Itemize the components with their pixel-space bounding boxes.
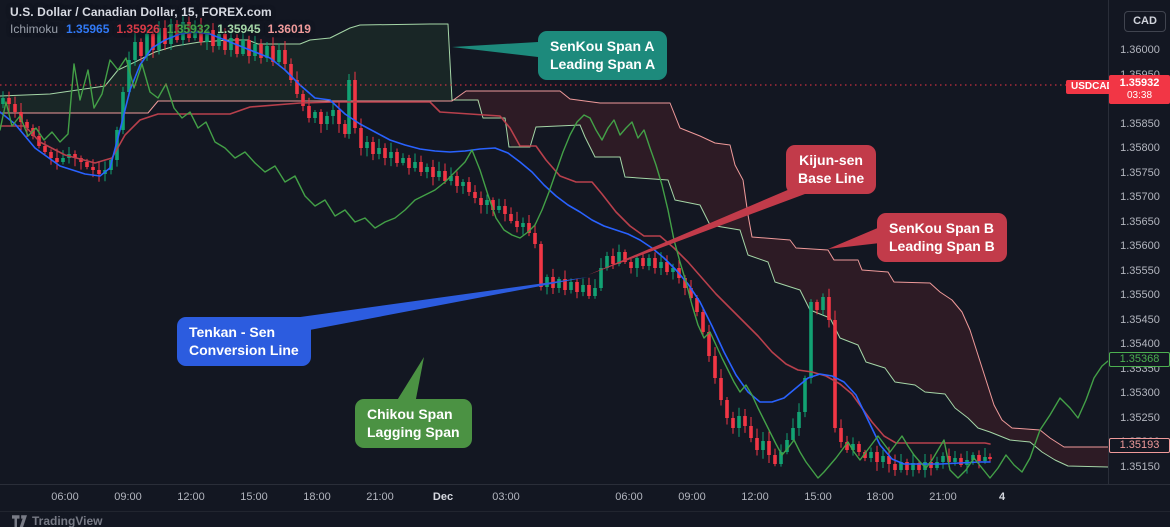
time-tick-label: 15:00	[804, 491, 832, 503]
time-tick-label: 21:00	[366, 491, 394, 503]
price-tick-label: 1.35800	[1120, 142, 1160, 154]
symbol-title[interactable]: U.S. Dollar / Canadian Dollar, 15, FOREX…	[10, 5, 272, 19]
current-price: 1.35932	[1119, 77, 1160, 89]
indicator-value: 1.35945	[217, 22, 261, 36]
indicator-value: 1.35926	[116, 22, 160, 36]
callout-tenkan-sen[interactable]: Tenkan - Sen Conversion Line	[177, 317, 311, 366]
tenkan-line	[0, 31, 991, 465]
time-tick-label: 09:00	[114, 491, 142, 503]
callout-senkou-span-b[interactable]: SenKou Span B Leading Span B	[877, 213, 1007, 262]
callout-line: SenKou Span B	[889, 220, 995, 236]
price-tick-label: 1.35550	[1120, 264, 1160, 277]
time-tick-label: 06:00	[51, 491, 79, 503]
price-tick-label: 1.35150	[1120, 460, 1160, 473]
symbol-price-tag: USDCAD	[1066, 80, 1119, 94]
time-tick-label: 12:00	[741, 491, 769, 503]
current-price-badge: 1.35932 03:38	[1109, 75, 1170, 104]
price-tick-label: 1.35400	[1120, 338, 1160, 350]
callout-line: Base Line	[798, 170, 865, 187]
time-tick-label: Dec	[432, 491, 454, 503]
tradingview-logo-text: TradingView	[32, 514, 103, 527]
time-tick-label: 15:00	[240, 491, 268, 503]
price-tick-label: 1.35700	[1120, 191, 1160, 203]
time-tick-label: 18:00	[866, 491, 894, 503]
callout-line: SenKou Span A	[550, 38, 655, 54]
senkou-b-value-badge: 1.35193	[1109, 438, 1170, 453]
time-tick-label: 06:00	[615, 491, 643, 503]
chikou-line	[0, 57, 1108, 479]
indicator-value: 1.36019	[267, 22, 311, 36]
indicator-value: 1.35932	[166, 22, 211, 36]
callout-chikou-span[interactable]: Chikou Span Lagging Span	[355, 399, 472, 448]
kijun-line	[0, 101, 991, 445]
time-tick-label: 4	[998, 491, 1006, 503]
time-tick-label: 21:00	[929, 491, 957, 503]
price-tick-label: 1.35600	[1120, 240, 1160, 252]
chart-pane[interactable]	[0, 0, 1108, 484]
price-tick-label: 1.35650	[1120, 215, 1160, 228]
currency-toggle-button[interactable]: CAD	[1124, 11, 1166, 32]
indicator-values: 1.35965 1.35926 1.35932 1.35945 1.36019	[66, 22, 318, 36]
price-tick-label: 1.35250	[1120, 411, 1160, 424]
callout-line: Chikou Span	[367, 406, 453, 422]
time-axis[interactable]: 06:00 09:00 12:00 15:00 18:00 21:00 Dec 03:00 06…	[0, 484, 1170, 511]
chart-canvas	[0, 15, 1108, 479]
time-tick-label: 09:00	[678, 491, 706, 503]
callout-tails	[286, 42, 880, 404]
price-tick-label: 1.35500	[1120, 289, 1160, 301]
callout-senkou-span-a[interactable]: SenKou Span A Leading Span A	[538, 31, 668, 80]
indicator-row[interactable]: Ichimoku 1.35965 1.35926 1.35932 1.35945 1.36…	[10, 22, 318, 36]
callout-line: Lagging Span	[367, 424, 460, 441]
indicator-name: Ichimoku	[10, 22, 59, 36]
time-tick-label: 12:00	[177, 491, 205, 503]
bar-countdown: 03:38	[1126, 90, 1153, 101]
time-tick-label: 18:00	[303, 491, 331, 503]
price-tick-label: 1.35750	[1120, 166, 1160, 179]
callout-line: Leading Span A	[550, 56, 656, 73]
time-tick-label: 03:00	[492, 491, 520, 503]
senkou-span-b-line	[0, 90, 1108, 448]
indicator-value: 1.35965	[66, 22, 110, 36]
callout-line: Kijun-sen	[799, 152, 863, 168]
chikou-value-badge: 1.35368	[1109, 352, 1170, 367]
price-tick-label: 1.35450	[1120, 313, 1160, 326]
callout-line: Conversion Line	[189, 342, 299, 359]
candlestick-series	[1, 15, 992, 478]
price-tick-label: 1.35300	[1120, 387, 1160, 399]
senkou-span-a-line	[0, 23, 1108, 468]
tradingview-logo-icon	[12, 514, 27, 527]
price-axis[interactable]: 1.360001.359501.359001.358501.358001.357…	[1108, 0, 1170, 484]
chart-legend[interactable]: U.S. Dollar / Canadian Dollar, 15, FOREX…	[10, 5, 318, 36]
callout-line: Tenkan - Sen	[189, 324, 276, 340]
callout-line: Leading Span B	[889, 238, 995, 255]
price-tick-label: 1.36000	[1120, 44, 1160, 56]
ichimoku-cloud	[0, 24, 1108, 467]
tradingview-logo[interactable]: TradingView	[12, 514, 102, 527]
price-tick-label: 1.35850	[1120, 117, 1160, 130]
bottom-bar	[0, 511, 1170, 527]
callout-kijun-sen[interactable]: Kijun-sen Base Line	[786, 145, 877, 194]
